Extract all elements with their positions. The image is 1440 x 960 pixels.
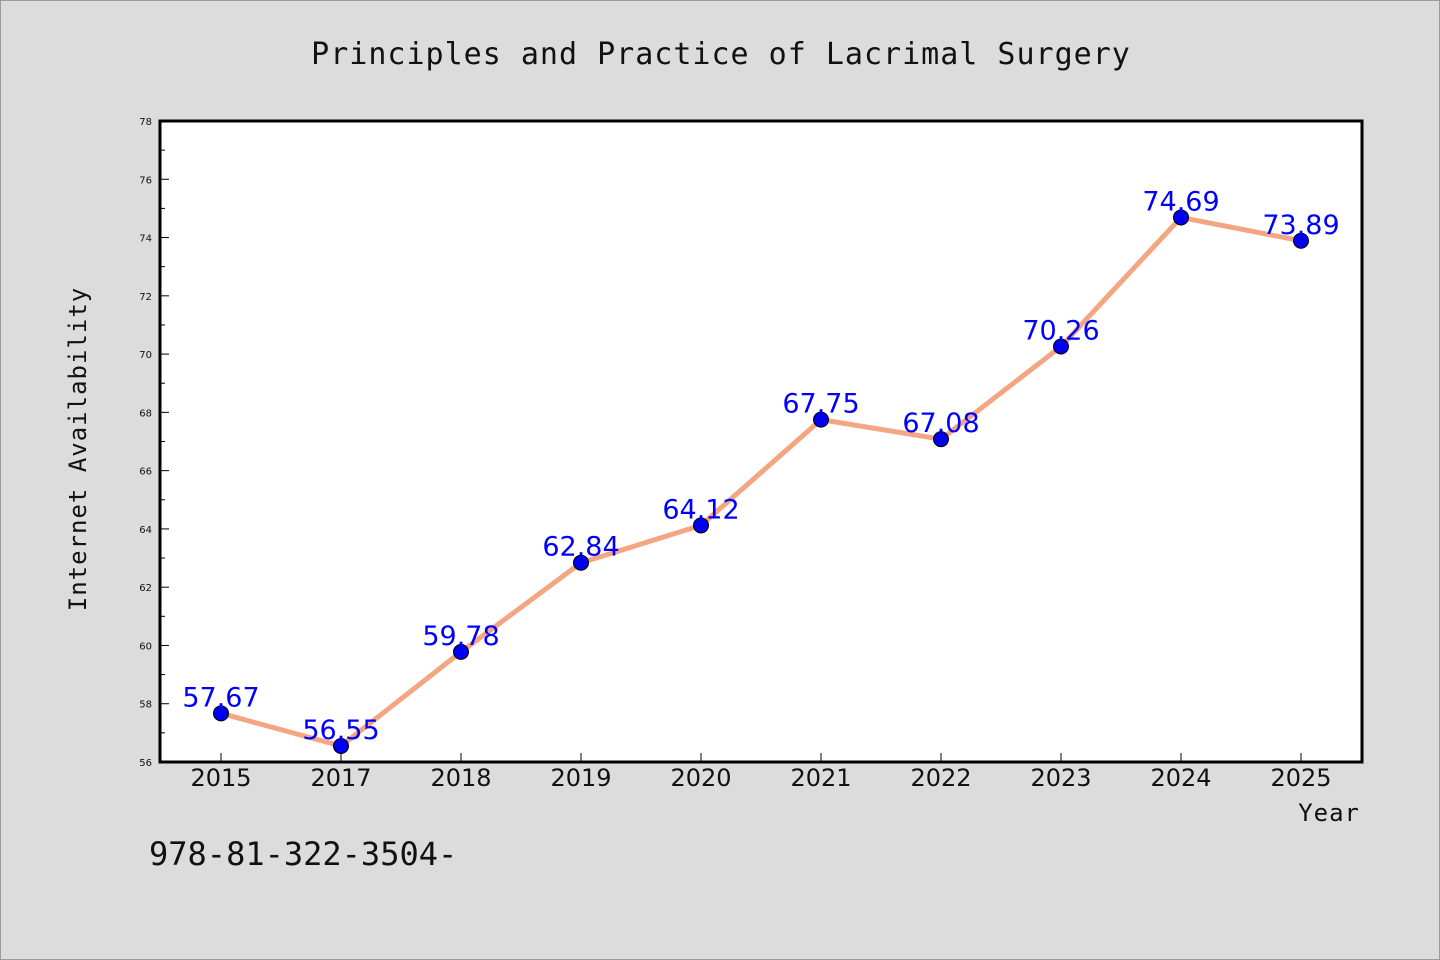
y-axis-title: Internet Availability: [64, 287, 92, 611]
series-line: [218, 214, 1304, 749]
data-point: [1053, 338, 1069, 355]
isbn-text: 978-81-322-3504-: [149, 835, 457, 873]
y-tick-label: 58: [139, 700, 152, 711]
y-tick-label: 68: [139, 408, 152, 419]
x-tick-label: 2023: [1030, 764, 1091, 792]
data-point: [333, 737, 349, 754]
data-label: 67.08: [902, 408, 979, 439]
data-point: [453, 643, 469, 660]
y-tick-label: 62: [139, 583, 152, 594]
data-point: [813, 411, 829, 428]
data-point: [693, 517, 709, 534]
x-tick-label: 2015: [190, 764, 251, 792]
x-tick-label: 2022: [910, 764, 971, 792]
x-tick-label: 2020: [670, 764, 731, 792]
data-label: 73.89: [1262, 210, 1339, 241]
y-tick-label: 56: [139, 758, 152, 769]
y-tick-label: 72: [139, 292, 152, 303]
plot-area: [158, 119, 1364, 764]
x-axis: 2015 2017 2018 2019 2020 2021 2022 2023 2024 2025: [190, 753, 1332, 792]
y-tick-label: 60: [139, 641, 152, 652]
y-tick-label: 66: [139, 467, 152, 478]
data-label: 67.75: [782, 389, 859, 420]
data-point: [933, 431, 949, 448]
data-label: 59.78: [422, 621, 499, 652]
y-tick-label: 70: [139, 350, 152, 361]
x-tick-label: 2018: [430, 764, 491, 792]
data-label: 64.12: [662, 494, 739, 525]
data-point: [1293, 232, 1309, 249]
data-label: 56.55: [302, 715, 379, 746]
data-point: [573, 554, 589, 571]
chart-title: Principles and Practice of Lacrimal Surg…: [311, 37, 1131, 72]
x-tick-label: 2025: [1270, 764, 1331, 792]
x-tick-label: 2024: [1150, 764, 1211, 792]
y-axis: 56 58 60 62 64 66 68 70 72 74 76 78: [139, 117, 169, 769]
y-tick-label: 64: [139, 525, 152, 536]
x-axis-title: Year: [1298, 799, 1360, 827]
data-label-layer: 57.67 56.55 59.78 62.84 64.12 67.75 67.08 70.26…: [182, 186, 1339, 746]
x-tick-label: 2021: [790, 764, 851, 792]
data-point: [213, 705, 229, 722]
x-tick-label: 2019: [550, 764, 611, 792]
y-tick-label: 76: [139, 175, 152, 186]
data-label: 57.67: [182, 682, 259, 713]
y-tick-label: 74: [139, 234, 152, 245]
y-tick-label: 78: [139, 117, 152, 128]
data-point: [1173, 209, 1189, 226]
data-label: 70.26: [1022, 316, 1099, 347]
data-label: 74.69: [1142, 186, 1219, 217]
data-label: 62.84: [542, 532, 619, 563]
series-layer: [213, 209, 1309, 754]
x-tick-label: 2017: [310, 764, 371, 792]
